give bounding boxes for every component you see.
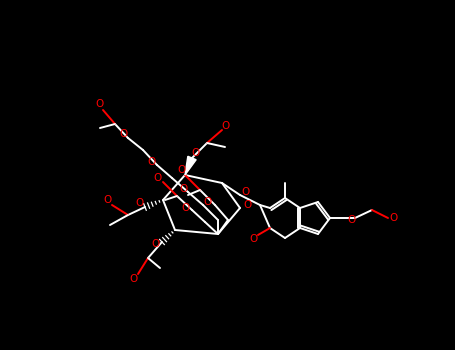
- Text: O: O: [241, 187, 249, 197]
- Text: O: O: [147, 157, 155, 167]
- Text: O: O: [151, 239, 159, 249]
- Text: O: O: [191, 148, 199, 158]
- Text: O: O: [136, 198, 144, 208]
- Text: O: O: [129, 274, 137, 284]
- Text: O: O: [243, 200, 251, 210]
- Text: O: O: [204, 197, 212, 207]
- Text: O: O: [222, 121, 230, 131]
- Polygon shape: [185, 156, 196, 175]
- Text: O: O: [179, 184, 187, 194]
- Text: O: O: [103, 195, 111, 205]
- Text: O: O: [348, 215, 356, 225]
- Text: O: O: [119, 129, 127, 139]
- Text: O: O: [177, 165, 185, 175]
- Text: O: O: [181, 203, 189, 213]
- Text: O: O: [250, 234, 258, 244]
- Text: O: O: [154, 173, 162, 183]
- Text: O: O: [390, 213, 398, 223]
- Text: O: O: [95, 99, 103, 109]
